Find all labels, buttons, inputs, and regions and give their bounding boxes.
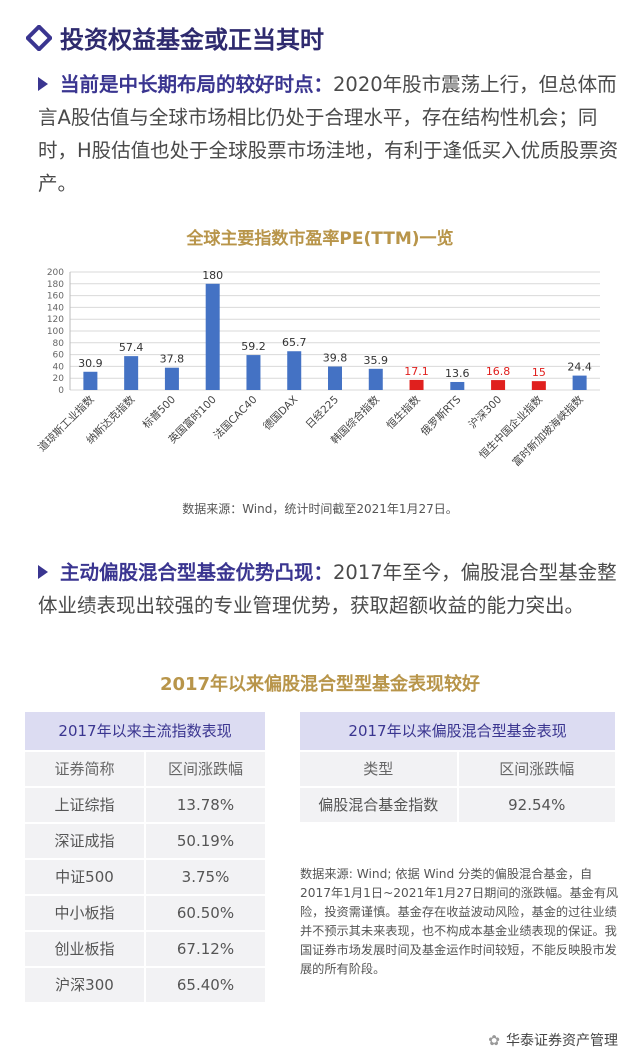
x-tick-label: 法国CAC40 xyxy=(211,393,260,442)
page-title: 投资权益基金或正当其时 xyxy=(60,26,324,54)
table-cell: 67.12% xyxy=(176,940,235,958)
bar xyxy=(409,379,424,390)
value-label: 35.9 xyxy=(364,354,389,367)
table-cell: 3.75% xyxy=(181,868,230,886)
bar xyxy=(205,283,220,390)
chart-title: 全球主要指数市盈率PE(TTM)一览 xyxy=(186,229,454,249)
table-cell: 深证成指 xyxy=(25,824,146,858)
x-tick-label: 俄罗斯RTS xyxy=(418,393,464,439)
value-label: 37.8 xyxy=(160,353,185,366)
table-row: 上证综指 13.78% xyxy=(25,788,265,822)
table-cell: 13.78% xyxy=(176,796,235,814)
table-cell: 上证综指 xyxy=(25,788,146,822)
table-title: 2017年以来偏股混合型基金表现 xyxy=(300,712,615,750)
paragraph-text: 2017年至今，偏股混合型基金整体业绩表现出较强的专业管理优势，获取超额收益的能… xyxy=(38,561,617,617)
y-tick-label: 140 xyxy=(47,303,64,313)
value-label: 15 xyxy=(532,366,546,379)
table: 2017年以来偏股混合型基金表现 类型 区间涨跌幅偏股混合基金指数 92.54% xyxy=(300,712,615,822)
y-tick-label: 200 xyxy=(47,268,64,278)
bar xyxy=(246,355,261,390)
bar xyxy=(368,368,383,390)
bar xyxy=(287,351,302,390)
bar xyxy=(124,356,139,390)
x-tick-label: 标普500 xyxy=(140,393,178,431)
table-cell: 50.19% xyxy=(176,832,235,850)
bar xyxy=(450,381,465,390)
table-row: 沪深300 65.40% xyxy=(25,968,265,1002)
paragraph: 主动偏股混合型基金优势凸现：2017年至今，偏股混合型基金整体业绩表现出较强的专… xyxy=(38,556,622,622)
table-row: 中证500 3.75% xyxy=(25,860,265,894)
y-tick-label: 120 xyxy=(47,315,64,325)
bar xyxy=(531,381,546,390)
bar xyxy=(328,366,342,390)
column-header: 证券简称 xyxy=(25,752,146,786)
bar xyxy=(83,371,98,390)
table-row: 偏股混合基金指数 92.54% xyxy=(300,788,615,822)
paragraph-text: 2020年股市震荡上行，但总体而言A股估值与全球市场相比仍处于合理水平，存在结构… xyxy=(38,73,619,195)
y-tick-label: 100 xyxy=(47,327,64,337)
x-tick-label: 恒生指数 xyxy=(384,393,423,432)
y-tick-label: 160 xyxy=(47,292,64,302)
x-tick-label: 日经225 xyxy=(303,393,341,431)
bar xyxy=(164,367,179,390)
value-label: 57.4 xyxy=(119,341,144,354)
table-header-row: 证券简称 区间涨跌幅 xyxy=(25,752,265,786)
column-header: 区间涨跌幅 xyxy=(167,760,243,778)
value-label: 59.2 xyxy=(241,340,266,353)
table-cell: 沪深300 xyxy=(25,968,146,1002)
y-tick-label: 60 xyxy=(53,351,65,361)
value-label: 65.7 xyxy=(282,336,307,349)
x-tick-label: 富时新加坡海峡指数 xyxy=(510,393,586,469)
diamond-icon xyxy=(26,25,52,51)
footer-text: 华泰证券资产管理 xyxy=(506,1033,618,1049)
column-header: 区间涨跌幅 xyxy=(499,760,575,778)
table-cell: 中证500 xyxy=(25,860,146,894)
table-row: 中小板指 60.50% xyxy=(25,896,265,930)
value-label: 17.1 xyxy=(404,365,429,378)
value-label: 39.8 xyxy=(323,352,348,365)
y-tick-label: 180 xyxy=(47,280,64,290)
table-cell: 中小板指 xyxy=(25,896,146,930)
note: 数据来源: Wind; 依据 Wind 分类的偏股混合基金，自2017年1月1日… xyxy=(300,867,619,976)
footer: ✿ 华泰证券资产管理 xyxy=(488,1033,618,1049)
paragraph-lead: 主动偏股混合型基金优势凸现： xyxy=(60,561,334,584)
value-label: 13.6 xyxy=(445,367,470,380)
x-tick-label: 德国DAX xyxy=(261,393,301,433)
chart-source: 数据来源：Wind，统计时间截至2021年1月27日。 xyxy=(182,502,458,516)
y-tick-label: 80 xyxy=(53,339,65,349)
value-label: 24.4 xyxy=(567,361,592,374)
table-header-row: 类型 区间涨跌幅 xyxy=(300,752,615,786)
column-header: 类型 xyxy=(300,752,459,786)
y-tick-label: 20 xyxy=(53,374,65,384)
value-label: 30.9 xyxy=(78,357,103,370)
y-tick-label: 0 xyxy=(58,386,64,396)
table-cell: 60.50% xyxy=(176,904,235,922)
table-row: 创业板指 67.12% xyxy=(25,932,265,966)
y-tick-label: 40 xyxy=(53,362,65,372)
x-tick-label: 道琼斯工业指数 xyxy=(35,393,97,455)
table: 2017年以来主流指数表现 证券简称 区间涨跌幅上证综指 13.78% 深证成指 50.1… xyxy=(25,712,265,1002)
bar xyxy=(491,380,506,390)
table-cell: 65.40% xyxy=(176,976,235,994)
x-tick-label: 沪深300 xyxy=(466,393,504,431)
table-cell: 偏股混合基金指数 xyxy=(300,788,459,822)
table-title: 2017年以来主流指数表现 xyxy=(25,712,265,750)
table-cell: 92.54% xyxy=(508,796,566,814)
value-label: 180 xyxy=(202,269,223,282)
bar xyxy=(572,375,587,390)
paragraph-lead: 当前是中长期布局的较好时点： xyxy=(60,73,334,96)
table-row: 深证成指 50.19% xyxy=(25,824,265,858)
table-cell: 创业板指 xyxy=(25,932,146,966)
value-label: 16.8 xyxy=(486,365,511,378)
section-title: 2017年以来偏股混合型型基金表现较好 xyxy=(159,674,481,695)
paragraph: 当前是中长期布局的较好时点：2020年股市震荡上行，但总体而言A股估值与全球市场… xyxy=(38,68,622,200)
